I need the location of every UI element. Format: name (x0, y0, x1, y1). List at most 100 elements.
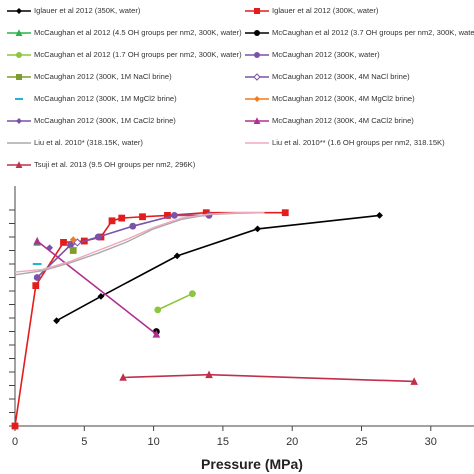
series-liu-et-al-2010-318-15k-water (14, 212, 265, 276)
legend-swatch-6 (7, 74, 31, 80)
legend-swatch-11 (245, 117, 269, 124)
legend-label: McCaughan 2012 (300K, 4M NaCl brine) (272, 72, 410, 81)
legend-swatch-7 (245, 73, 269, 81)
data-point-0-2 (173, 252, 181, 260)
series-line-5 (36, 214, 210, 279)
legend-swatch-marker-10 (16, 118, 22, 124)
legend-swatch-marker-5 (254, 52, 260, 58)
legend-swatch-marker-0 (16, 8, 22, 14)
legend-label: McCaughan et al 2012 (4.5 OH groups per … (34, 28, 242, 37)
x-axis: 0 5 10 15 20 25 30 (12, 425, 474, 448)
series-line-14 (123, 373, 415, 383)
series-tsuji-et-al-2013-9-5-oh-groups-per-nm2-296k (119, 370, 418, 385)
data-point-11-0 (33, 236, 41, 245)
data-point-5-3 (129, 222, 137, 230)
data-point-14-2 (410, 377, 418, 385)
legend-swatch-marker-4 (16, 52, 22, 58)
y-ticks (9, 209, 15, 427)
data-point-0-1 (97, 293, 105, 300)
data-point-5-2 (94, 233, 102, 241)
legend-swatch-2 (7, 29, 31, 36)
series-mccaughan-2012-300k-4m-cacl2-brine (33, 236, 161, 338)
legend-label: McCaughan 2012 (300K, 1M CaCl2 brine) (34, 116, 176, 125)
legend-swatch-marker-2 (15, 29, 23, 36)
data-point-7-0 (73, 238, 82, 247)
legend-swatch-marker-11 (253, 117, 261, 124)
data-point-1-2 (60, 239, 67, 246)
legend-swatch-marker-3 (254, 30, 260, 36)
legend-swatch-marker-14 (15, 161, 23, 168)
data-point-1-0 (11, 422, 19, 430)
data-point-6-0 (69, 247, 77, 254)
data-point-14-1 (205, 370, 213, 379)
x-tick-label-4: 20 (286, 436, 298, 448)
legend-label: McCaughan 2012 (300K, 4M CaCl2 brine) (272, 116, 414, 125)
legend-swatch-9 (245, 96, 269, 102)
legend-label: McCaughan 2012 (300K, water) (272, 50, 380, 59)
legend-label: Tsuji et al. 2013 (9.5 OH groups per nm2… (34, 160, 196, 169)
legend-label: McCaughan et al 2012 (3.7 OH groups per … (272, 28, 474, 37)
legend-label: Iglauer et al 2012 (300K, water) (272, 6, 379, 15)
data-point-1-1 (32, 282, 40, 289)
legend-swatch-13 (245, 142, 269, 144)
data-point-11-1 (152, 330, 161, 338)
data-point-14-0 (119, 373, 127, 381)
data-point-1-5 (108, 217, 116, 225)
x-tick-label-6: 30 (425, 436, 437, 448)
legend-swatch-3 (245, 30, 269, 36)
legend-label: McCaughan 2012 (300K, 4M MgCl2 brine) (272, 94, 415, 103)
data-point-4-0 (154, 306, 162, 314)
legend-swatch-8 (15, 98, 23, 100)
data-point-5-4 (170, 212, 178, 219)
legend-swatch-marker-6 (16, 74, 22, 80)
data-point-5-0 (33, 274, 41, 281)
series-mccaughan-2012-300k-water (33, 212, 213, 281)
legend-swatch-marker-1 (254, 8, 260, 14)
legend-swatch-4 (7, 52, 31, 58)
x-tick-label-5: 25 (355, 436, 367, 448)
series-line-12 (14, 212, 265, 276)
legend-label: McCaughan 2012 (300K, 1M MgCl2 brine) (34, 94, 177, 103)
legend-swatch-5 (245, 52, 269, 58)
series-mccaughan-et-al-2012-1-7-oh-groups-per-nm2-300k-water (154, 290, 196, 314)
data-point-1-8 (164, 212, 171, 219)
legend-swatch-10 (7, 118, 31, 124)
data-point-1-10 (281, 209, 289, 217)
series-line-13 (14, 212, 265, 273)
chart-area: 0 5 10 15 20 25 30 Pressure (MPa) (9, 186, 474, 472)
data-point-1-6 (118, 214, 126, 222)
data-point-0-4 (376, 212, 383, 219)
data-point-1-9 (202, 209, 210, 217)
legend-label: Liu et al. 2010* (318.15K, water) (34, 138, 143, 147)
x-tick-label-2: 10 (147, 436, 159, 448)
legend-label: McCaughan 2012 (300K, 1M NaCl brine) (34, 72, 172, 81)
legend-swatch-marker-9 (254, 96, 260, 102)
data-point-4-1 (189, 290, 196, 298)
series-line-11 (36, 240, 157, 335)
data-point-0-3 (254, 225, 261, 233)
data-point-0-0 (53, 317, 60, 325)
x-axis-title: Pressure (MPa) (201, 456, 303, 472)
legend-label: Liu et al. 2010** (1.6 OH groups per nm2… (272, 138, 445, 147)
plot-series (11, 209, 418, 430)
x-tick-label-1: 5 (81, 436, 87, 448)
series-iglauer-et-al-2012-300k-water (11, 209, 289, 430)
data-point-1-7 (139, 213, 146, 221)
legend-swatch-12 (7, 142, 31, 144)
legend: Iglauer et al 2012 (350K, water) Iglauer … (0, 0, 474, 178)
legend-swatch-14 (7, 161, 31, 168)
y-axis (9, 186, 16, 427)
series-mccaughan-2012-300k-1m-nacl-brine (69, 247, 77, 254)
legend-label: Iglauer et al 2012 (350K, water) (34, 6, 141, 15)
data-point-5-1 (67, 241, 74, 249)
series-iglauer-et-al-2012-350k-water (53, 212, 383, 325)
x-ticks: 0 5 10 15 20 25 30 (12, 426, 437, 448)
legend-swatch-0 (7, 8, 31, 14)
legend-swatch-marker-7 (253, 73, 261, 81)
series-liu-et-al-2010-1-6-oh-groups-per-nm2-318-15k (14, 212, 265, 273)
series-line-4 (157, 292, 193, 311)
x-tick-label-3: 15 (217, 436, 229, 448)
x-tick-label-0: 0 (12, 436, 18, 448)
series-mccaughan-2012-300k-4m-nacl-brine (73, 238, 82, 247)
legend-label: McCaughan et al 2012 (1.7 OH groups per … (34, 50, 242, 59)
